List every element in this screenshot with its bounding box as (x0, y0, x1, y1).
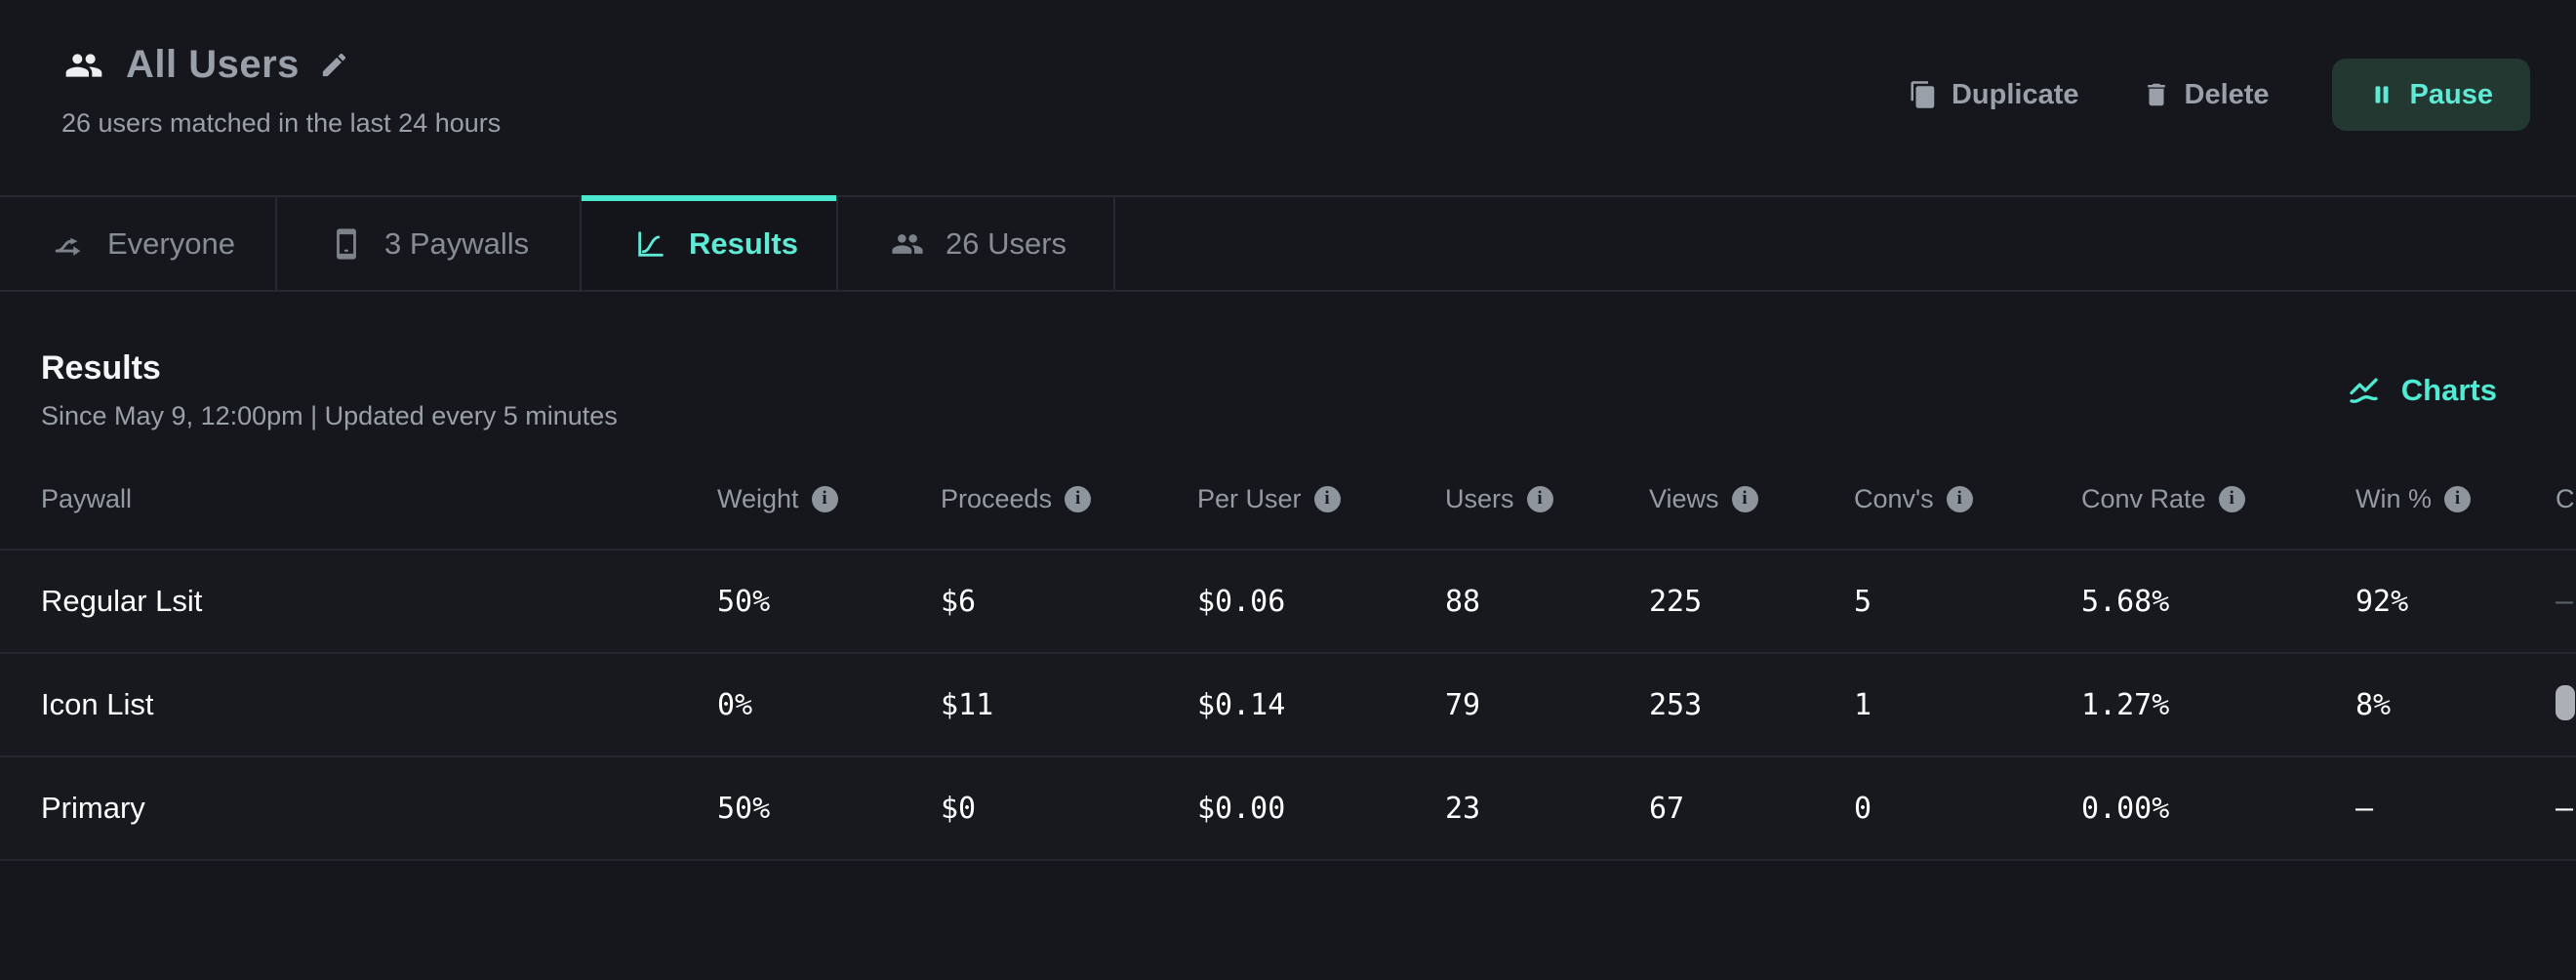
column-header-paywall: Paywall (41, 483, 133, 513)
duplicate-button[interactable]: Duplicate (1909, 79, 2079, 111)
phone-icon (337, 227, 356, 260)
tab-bar: Everyone 3 Paywalls Results 26 Users (0, 195, 2576, 292)
clipped-cell (2556, 684, 2576, 725)
results-header: Results Since May 9, 12:00pm | Updated e… (0, 292, 2576, 449)
info-icon[interactable] (1313, 485, 1341, 512)
per-user-value: $0.06 (1197, 584, 1286, 619)
convs-value: 5 (1854, 584, 1872, 619)
tab-label: 26 Users (946, 225, 1067, 261)
info-icon[interactable] (811, 485, 838, 512)
users-value: 79 (1445, 687, 1481, 722)
table-header-row: Paywall Weight Proceeds Per User Users V… (0, 449, 2576, 551)
column-header-users: Users (1445, 484, 1649, 514)
matched-users-subtitle: 26 users matched in the last 24 hours (61, 108, 502, 138)
tab-label: 3 Paywalls (384, 225, 530, 261)
column-header-per-user: Per User (1197, 484, 1445, 514)
pause-label: Pause (2409, 78, 2493, 110)
column-header-win-pct: Win % (2355, 484, 2556, 514)
table-row[interactable]: Regular Lsit 50% $6 $0.06 88 225 5 5.68%… (0, 551, 2576, 654)
page-header: All Users 26 users matched in the last 2… (0, 0, 2576, 195)
conv-rate-value: 0.00% (2081, 791, 2170, 826)
column-header-weight: Weight (717, 484, 941, 514)
users-value: 23 (1445, 791, 1481, 826)
weight-value: 50% (717, 791, 771, 826)
clipped-cell: – (2556, 584, 2574, 619)
users-icon (65, 53, 102, 77)
users-icon (892, 233, 923, 254)
views-value: 253 (1649, 687, 1703, 722)
duplicate-label: Duplicate (1951, 78, 2079, 110)
info-icon[interactable] (2444, 485, 2472, 512)
table-row[interactable]: Icon List 0% $11 $0.14 79 253 1 1.27% 8% (0, 654, 2576, 757)
charts-label: Charts (2400, 372, 2497, 407)
delete-label: Delete (2184, 78, 2270, 110)
pause-icon (2375, 86, 2389, 103)
column-header-conv-rate: Conv Rate (2081, 484, 2355, 514)
trash-icon (2147, 83, 2165, 106)
clipped-cell: – (2556, 791, 2574, 826)
charts-icon (2350, 378, 2378, 403)
proceeds-value: $11 (941, 687, 994, 722)
charts-button[interactable]: Charts (2347, 371, 2497, 410)
weight-value: 0% (717, 687, 753, 722)
tab-paywalls[interactable]: 3 Paywalls (277, 197, 582, 290)
info-icon[interactable] (1526, 485, 1553, 512)
page-title: All Users (126, 43, 300, 86)
info-icon[interactable] (1065, 485, 1092, 512)
paywall-name: Regular Lsit (41, 584, 203, 618)
conv-rate-value: 1.27% (2081, 687, 2170, 722)
users-value: 88 (1445, 584, 1481, 619)
per-user-value: $0.00 (1197, 791, 1286, 826)
column-header-clipped: C (2556, 483, 2575, 513)
win-pct-value: 92% (2355, 584, 2409, 619)
table-row[interactable]: Primary 50% $0 $0.00 23 67 0 0.00% – – (0, 757, 2576, 861)
tab-everyone[interactable]: Everyone (0, 197, 277, 290)
win-pct-value: – (2355, 791, 2374, 826)
copy-icon (1911, 81, 1935, 108)
column-header-convs: Conv's (1854, 484, 2081, 514)
views-value: 67 (1649, 791, 1685, 826)
pause-button[interactable]: Pause (2331, 59, 2530, 131)
clipped-badge-fragment (2556, 684, 2575, 720)
proceeds-value: $0 (941, 791, 977, 826)
per-user-value: $0.14 (1197, 687, 1286, 722)
edit-pencil-icon[interactable] (319, 50, 349, 80)
header-actions: Duplicate Delete Pause (1909, 59, 2530, 131)
conv-rate-value: 5.68% (2081, 584, 2170, 619)
tab-results[interactable]: Results (582, 195, 838, 290)
info-icon[interactable] (1946, 485, 1973, 512)
column-header-views: Views (1649, 484, 1854, 514)
win-pct-value: 8% (2355, 687, 2392, 722)
info-icon[interactable] (1731, 485, 1758, 512)
paywall-name: Primary (41, 791, 145, 825)
paywall-name: Icon List (41, 687, 154, 721)
weight-value: 50% (717, 584, 771, 619)
title-block: All Users 26 users matched in the last 2… (61, 43, 501, 139)
results-subheading: Since May 9, 12:00pm | Updated every 5 m… (41, 400, 618, 430)
tab-label: Everyone (107, 225, 235, 261)
delete-button[interactable]: Delete (2142, 79, 2270, 111)
tab-users[interactable]: 26 Users (838, 197, 1115, 290)
info-icon[interactable] (2218, 485, 2245, 512)
column-header-proceeds: Proceeds (941, 484, 1197, 514)
views-value: 225 (1649, 584, 1703, 619)
split-arrows-icon (55, 237, 81, 256)
proceeds-value: $6 (941, 584, 977, 619)
convs-value: 1 (1854, 687, 1872, 722)
chart-curve-icon (638, 230, 664, 257)
convs-value: 0 (1854, 791, 1872, 826)
results-heading: Results (41, 348, 161, 387)
results-table: Paywall Weight Proceeds Per User Users V… (0, 449, 2576, 861)
tab-label: Results (689, 225, 798, 261)
